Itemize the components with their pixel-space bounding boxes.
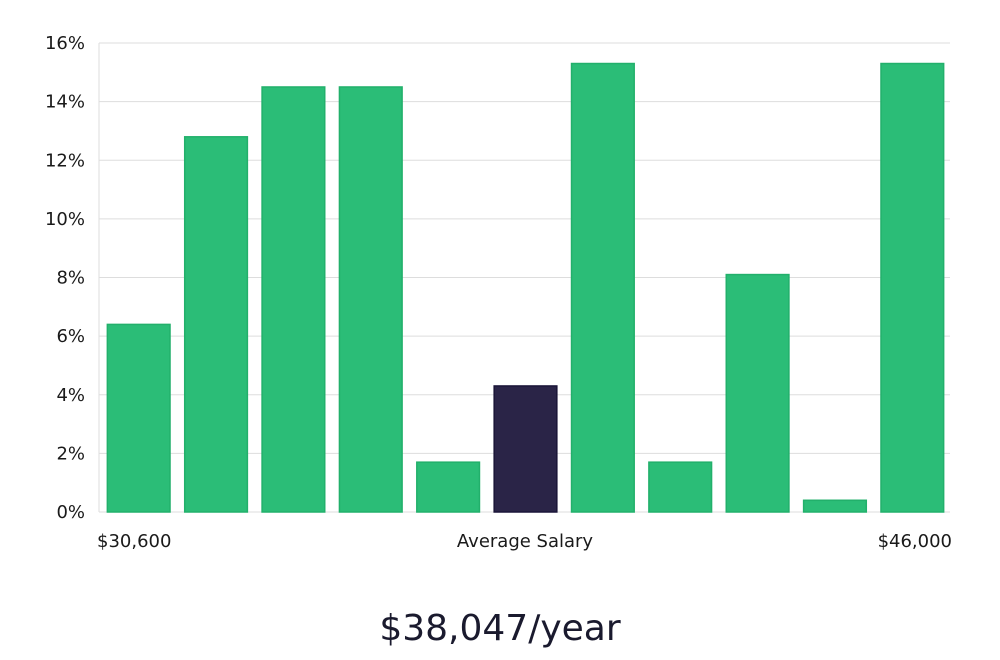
average-salary-summary: $38,047/year (379, 608, 621, 649)
x-label-max: $46,000 (878, 531, 952, 552)
y-tick-label: 8% (56, 268, 85, 289)
bar (725, 273, 790, 513)
bar (648, 461, 713, 513)
bar (802, 499, 868, 513)
x-label-min: $30,600 (97, 531, 171, 552)
y-tick-label: 4% (56, 385, 85, 406)
bar-average-salary (493, 385, 558, 513)
bar (880, 62, 945, 513)
bar (261, 86, 326, 513)
x-label-average: Average Salary (457, 531, 594, 552)
y-tick-label: 2% (56, 443, 85, 464)
y-tick-label: 16% (45, 33, 85, 54)
bar (416, 461, 481, 513)
y-tick-label: 10% (45, 209, 85, 230)
bar (183, 136, 249, 513)
y-tick-label: 6% (56, 326, 85, 347)
bar (338, 86, 403, 513)
y-tick-label: 14% (45, 92, 85, 113)
y-tick-label: 0% (56, 502, 85, 523)
y-axis-ticks: 0% 2% 4% 6% 8% 10% 12% 14% 16% (45, 33, 85, 523)
y-tick-label: 12% (45, 150, 85, 171)
bars (106, 62, 945, 513)
bar (106, 323, 171, 513)
bar (570, 62, 635, 513)
